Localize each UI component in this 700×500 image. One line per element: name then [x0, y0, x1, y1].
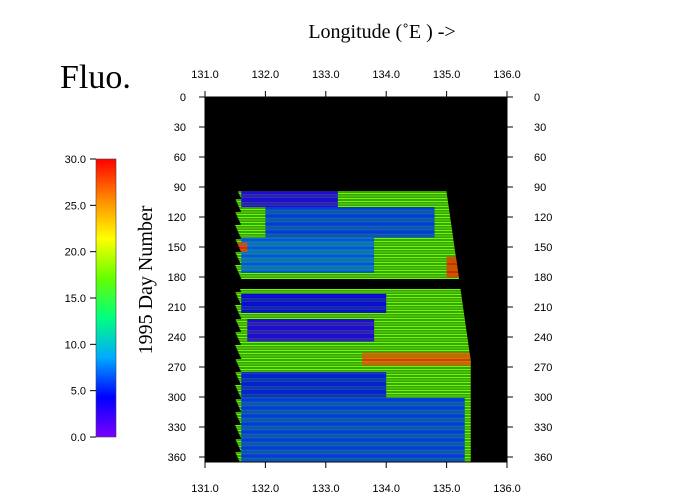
- y-tick-label-left: 330: [168, 422, 186, 434]
- y-tick-label-right: 300: [534, 392, 552, 404]
- colorbar-tick-label: 10.0: [65, 339, 86, 351]
- colorbar-tick-label: 5.0: [71, 386, 86, 398]
- x-tick-label-top: 134.0: [372, 69, 400, 81]
- colorbar-tick-label: 15.0: [65, 293, 86, 305]
- x-tick-label-top: 131.0: [191, 69, 219, 81]
- y-tick-label-right: 330: [534, 422, 552, 434]
- axes-layer: 131.0 131.0 132.0 132.0 133.0 133.0 134.0 134.0…: [168, 69, 553, 495]
- x-tick-label-bottom: 135.0: [433, 483, 461, 495]
- y-tick-label-left: 360: [168, 452, 186, 464]
- y-tick-label-right: 240: [534, 332, 552, 344]
- y-tick-label-left: 210: [168, 302, 186, 314]
- plot-area: [205, 97, 507, 462]
- x-tick-label-bottom: 131.0: [191, 483, 219, 495]
- y-tick-label-left: 0: [180, 92, 186, 104]
- y-tick-label-left: 300: [168, 392, 186, 404]
- y-tick-label-left: 270: [168, 362, 186, 374]
- colorbar-tick-label: 20.0: [65, 247, 86, 259]
- colorbar-tick-label: 0.0: [71, 432, 86, 444]
- y-tick-label-left: 240: [168, 332, 186, 344]
- x-tick-label-top: 132.0: [252, 69, 280, 81]
- y-tick-label-left: 180: [168, 272, 186, 284]
- y-tick-label-left: 120: [168, 212, 186, 224]
- x-tick-label-top: 133.0: [312, 69, 340, 81]
- x-tick-label-bottom: 133.0: [312, 483, 340, 495]
- y-tick-label-left: 90: [174, 182, 186, 194]
- y-tick-label-right: 210: [534, 302, 552, 314]
- colorbar-tick-label: 25.0: [65, 200, 86, 212]
- x-tick-label-bottom: 136.0: [493, 483, 521, 495]
- x-tick-label-top: 135.0: [433, 69, 461, 81]
- y-tick-label-left: 30: [174, 122, 186, 134]
- plot-frame: [204, 96, 508, 463]
- x-tick-label-bottom: 132.0: [252, 483, 280, 495]
- colorbar-tick-label: 30.0: [65, 154, 86, 166]
- y-tick-label-right: 180: [534, 272, 552, 284]
- y-tick-label-right: 0: [534, 92, 540, 104]
- colorbar: [95, 158, 117, 438]
- y-tick-label-right: 120: [534, 212, 552, 224]
- x-tick-label-bottom: 134.0: [372, 483, 400, 495]
- colorbar-ticks: 0.0 5.0 10.0 15.0 20.0 25.0 30.0: [65, 154, 96, 444]
- y-tick-label-right: 150: [534, 242, 552, 254]
- x-tick-label-top: 136.0: [493, 69, 521, 81]
- y-tick-label-right: 360: [534, 452, 552, 464]
- y-axis-label: 1995 Day Number: [135, 205, 157, 354]
- heatmap-layer: [235, 191, 471, 462]
- y-tick-label-left: 150: [168, 242, 186, 254]
- chart-title: Fluo.: [60, 59, 131, 96]
- x-axis-label: Longitude (˚E ) ->: [308, 21, 455, 43]
- y-tick-label-right: 30: [534, 122, 546, 134]
- y-tick-label-right: 90: [534, 182, 546, 194]
- y-tick-label-right: 270: [534, 362, 552, 374]
- y-tick-label-left: 60: [174, 152, 186, 164]
- y-tick-label-right: 60: [534, 152, 546, 164]
